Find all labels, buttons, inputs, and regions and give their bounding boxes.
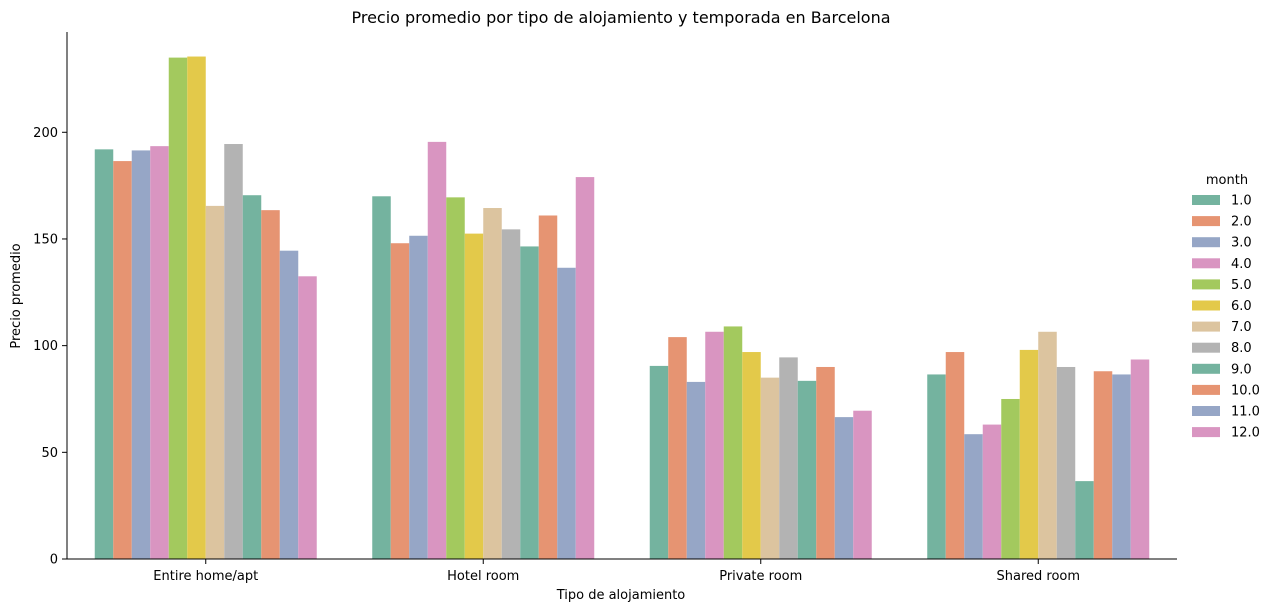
legend-label: 6.0 <box>1231 299 1252 314</box>
bar-shared-room-month-11-0 <box>1112 374 1131 559</box>
legend-label: 10.0 <box>1231 383 1260 398</box>
bar-hotel-room-month-11-0 <box>557 267 576 559</box>
legend-swatch <box>1192 384 1220 395</box>
y-tick-label: 150 <box>33 232 58 247</box>
chart-title: Precio promedio por tipo de alojamiento … <box>351 8 890 27</box>
legend-swatch <box>1192 195 1220 205</box>
bar-hotel-room-month-9-0 <box>520 246 539 559</box>
legend-label: 2.0 <box>1231 215 1252 230</box>
legend-swatch <box>1192 406 1220 416</box>
legend-label: 3.0 <box>1231 236 1252 251</box>
bar-shared-room-month-3-0 <box>964 434 983 559</box>
x-axis-title: Tipo de alojamiento <box>556 588 686 603</box>
bar-private-room-month-3-0 <box>686 381 706 559</box>
bar-shared-room-month-12-0 <box>1130 359 1150 559</box>
bar-shared-room-month-8-0 <box>1056 366 1076 559</box>
legend-swatch <box>1192 363 1220 374</box>
legend-label: 5.0 <box>1231 278 1252 293</box>
x-tick-label: Private room <box>719 569 802 584</box>
bar-entire-home-apt-month-7-0 <box>205 205 225 559</box>
bar-private-room-month-9-0 <box>797 380 817 559</box>
legend-title: month <box>1206 173 1248 188</box>
legend-label: 9.0 <box>1231 362 1252 377</box>
legend-label: 12.0 <box>1231 426 1260 441</box>
bar-shared-room-month-6-0 <box>1019 349 1039 559</box>
legend-label: 8.0 <box>1231 341 1252 356</box>
axes-layer: 0 50 100 150 200 Entire home/apt Hotel room Pri… <box>33 32 1177 584</box>
bars-layer <box>94 56 1150 560</box>
bar-hotel-room-month-4-0 <box>427 141 447 560</box>
bar-private-room-month-10-0 <box>816 366 835 559</box>
x-tick-label: Hotel room <box>447 569 519 584</box>
bar-hotel-room-month-3-0 <box>409 235 428 560</box>
legend-swatch <box>1192 300 1220 311</box>
bar-entire-home-apt-month-3-0 <box>131 150 151 559</box>
legend-label: 4.0 <box>1231 257 1252 272</box>
bar-shared-room-month-5-0 <box>1001 398 1020 559</box>
bar-private-room-month-11-0 <box>834 417 854 559</box>
y-tick-label: 100 <box>33 339 58 354</box>
bar-entire-home-apt-month-2-0 <box>113 161 132 559</box>
bar-private-room-month-8-0 <box>779 357 798 559</box>
bar-private-room-month-2-0 <box>668 337 687 559</box>
bar-private-room-month-1-0 <box>649 365 669 559</box>
bar-private-room-month-4-0 <box>705 331 724 559</box>
bar-shared-room-month-1-0 <box>927 374 946 559</box>
bar-entire-home-apt-month-8-0 <box>224 144 243 560</box>
x-tick-label: Entire home/apt <box>153 569 258 584</box>
bar-hotel-room-month-1-0 <box>372 196 391 559</box>
y-tick-label: 200 <box>33 126 58 141</box>
bar-private-room-month-12-0 <box>853 410 872 559</box>
bar-shared-room-month-7-0 <box>1038 331 1057 559</box>
legend: month 1.0 2.0 3.0 4.0 5.0 6.0 7.0 8.0 9.0 10.0 11.… <box>1192 173 1260 441</box>
bar-private-room-month-6-0 <box>742 352 761 559</box>
bar-entire-home-apt-month-5-0 <box>168 57 188 559</box>
bar-entire-home-apt-month-6-0 <box>187 56 206 559</box>
legend-swatch <box>1192 279 1220 290</box>
bar-hotel-room-month-7-0 <box>483 208 502 559</box>
bar-shared-room-month-4-0 <box>982 424 1002 559</box>
x-tick-label: Shared room <box>996 569 1080 584</box>
bar-entire-home-apt-month-11-0 <box>279 250 299 559</box>
legend-swatch <box>1192 237 1220 248</box>
bar-hotel-room-month-5-0 <box>446 197 465 559</box>
bar-entire-home-apt-month-1-0 <box>94 149 114 559</box>
bar-hotel-room-month-8-0 <box>501 229 521 559</box>
bar-shared-room-month-9-0 <box>1075 481 1094 559</box>
legend-swatch <box>1192 321 1220 332</box>
bar-private-room-month-5-0 <box>723 326 743 559</box>
legend-swatch <box>1192 342 1220 353</box>
legend-swatch <box>1192 216 1220 227</box>
legend-label: 7.0 <box>1231 320 1252 335</box>
bar-shared-room-month-2-0 <box>945 352 965 559</box>
bar-hotel-room-month-2-0 <box>390 243 410 559</box>
legend-swatch <box>1192 427 1220 438</box>
bar-entire-home-apt-month-10-0 <box>261 210 280 559</box>
bar-hotel-room-month-10-0 <box>538 215 558 560</box>
bar-shared-room-month-10-0 <box>1093 371 1113 559</box>
legend-label: 1.0 <box>1231 194 1252 209</box>
y-axis-title: Precio promedio <box>9 243 24 348</box>
bar-hotel-room-month-6-0 <box>464 233 484 560</box>
y-tick-label: 0 <box>50 553 58 568</box>
legend-label: 11.0 <box>1231 405 1260 420</box>
bar-entire-home-apt-month-9-0 <box>242 195 262 559</box>
legend-swatch <box>1192 258 1220 269</box>
y-tick-label: 50 <box>41 446 58 461</box>
bar-entire-home-apt-month-12-0 <box>298 276 317 559</box>
bar-entire-home-apt-month-4-0 <box>150 146 169 559</box>
bar-private-room-month-7-0 <box>760 377 780 559</box>
bar-hotel-room-month-12-0 <box>575 177 595 559</box>
